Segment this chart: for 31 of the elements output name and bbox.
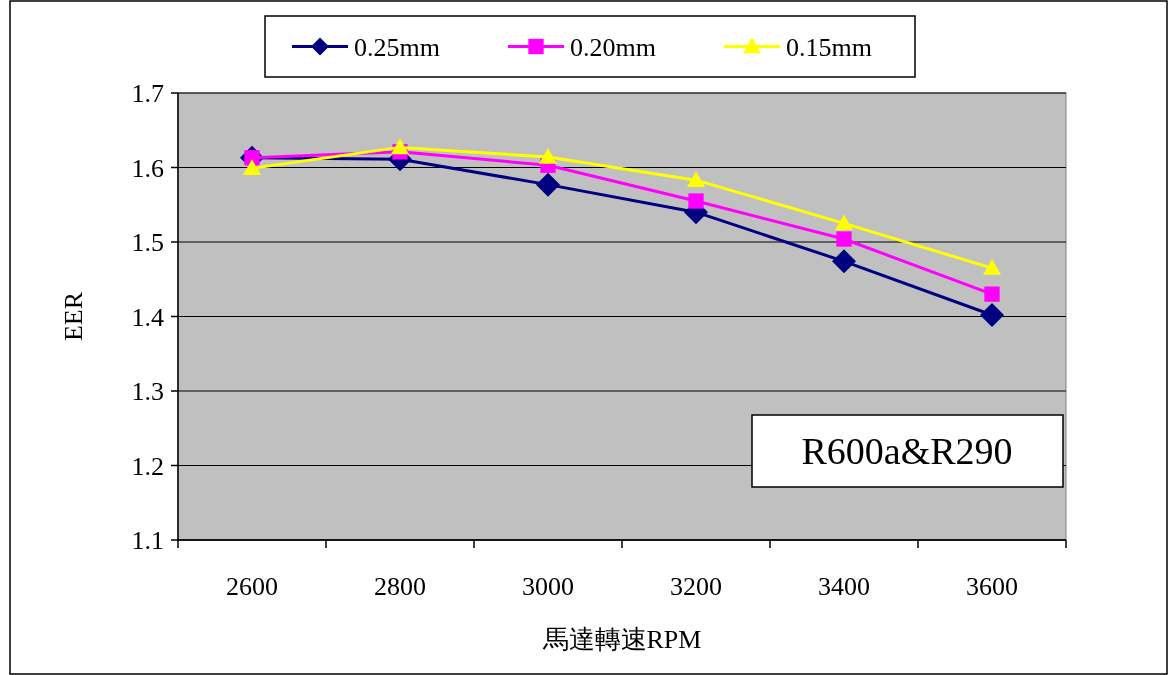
y-tick-label: 1.7: [131, 79, 164, 108]
point: [536, 172, 560, 197]
point: [983, 259, 1001, 275]
y-axis-title: EER: [59, 291, 88, 342]
y-tick-label: 1.2: [131, 451, 164, 481]
point: [832, 249, 856, 274]
point: [984, 286, 1000, 302]
x-tick-label: 2600: [226, 572, 278, 601]
x-tick-label: 2800: [374, 572, 426, 601]
annotation: R600a&R290: [801, 430, 1013, 472]
legend-label: 0.15mm: [786, 32, 872, 62]
y-tick-label: 1.3: [131, 377, 164, 406]
x-tick-label: 3400: [818, 572, 870, 601]
x-tick-label: 3600: [966, 572, 1018, 601]
y-tick-label: 1.4: [131, 302, 164, 332]
point: [687, 171, 705, 187]
y-tick-label: 1.6: [131, 153, 164, 183]
x-axis-title: 馬達轉速RPM: [541, 625, 702, 654]
point: [835, 214, 853, 231]
point: [980, 303, 1004, 328]
legend-label: 0.25mm: [354, 32, 440, 62]
point: [539, 148, 557, 164]
point: [391, 138, 409, 155]
point: [243, 159, 261, 175]
y-tick-label: 1.1: [131, 526, 164, 555]
x-tick-label: 3000: [522, 572, 574, 601]
y-tick-label: 1.5: [131, 228, 164, 257]
point: [836, 231, 852, 247]
legend-label: 0.20mm: [570, 32, 656, 62]
x-tick-label: 3200: [670, 572, 722, 601]
point: [688, 193, 704, 209]
